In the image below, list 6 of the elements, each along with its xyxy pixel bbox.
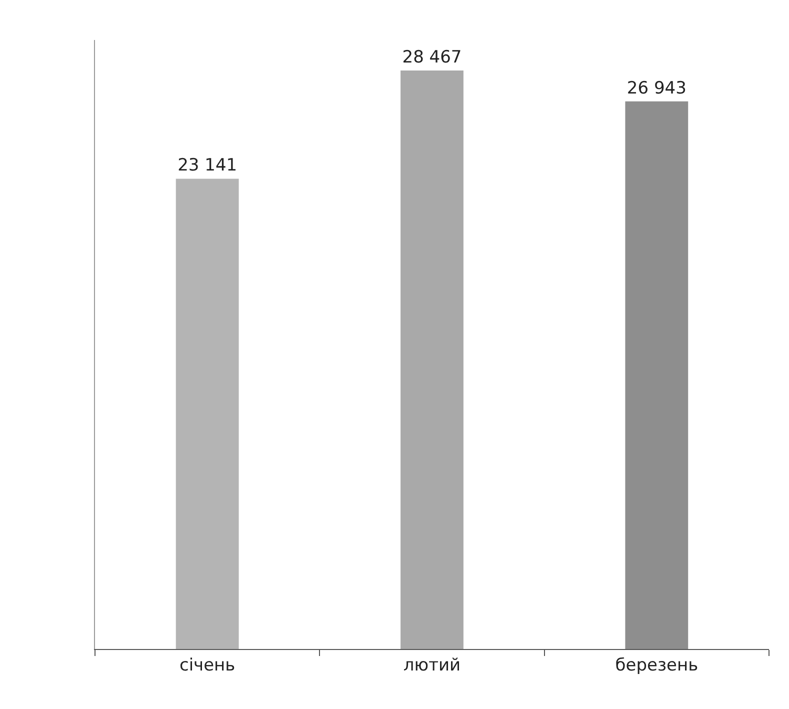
data-label: 23 141	[178, 156, 238, 176]
data-label: 28 467	[402, 47, 462, 68]
x-tick-label: березень	[615, 655, 698, 676]
data-label: 26 943	[626, 78, 686, 98]
x-tick-label: лютий	[403, 655, 461, 676]
x-tick-label: січень	[179, 655, 236, 676]
